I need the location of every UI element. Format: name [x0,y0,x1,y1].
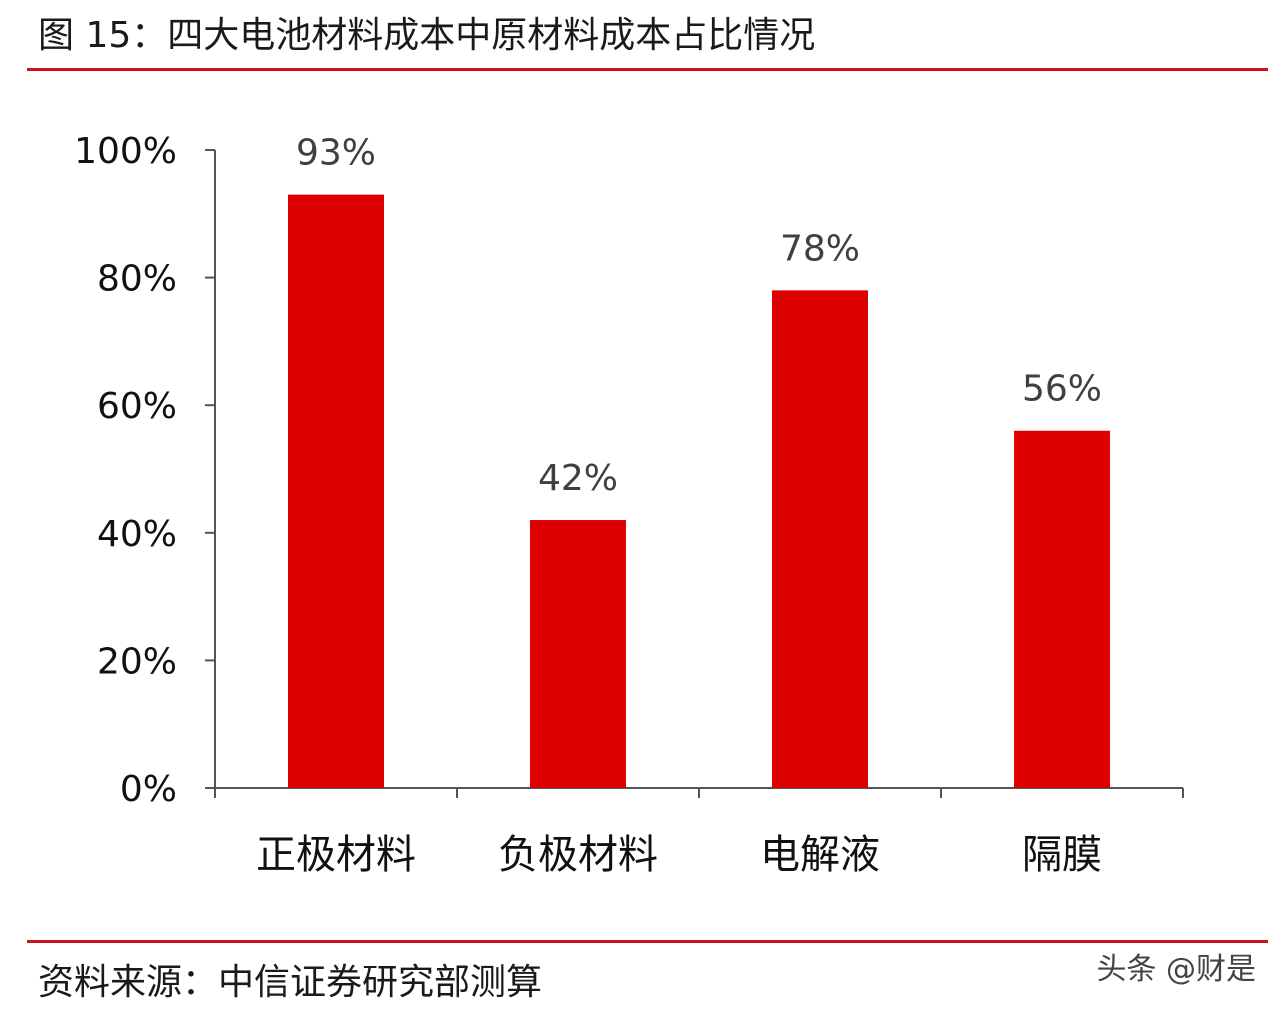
top-divider [27,68,1268,71]
data-label: 93% [296,133,376,174]
watermark: 头条 @财是 [1096,952,1256,987]
data-label: 78% [780,228,860,269]
y-tick-label: 40% [97,514,177,555]
bar-2 [530,520,626,788]
y-tick-label: 80% [97,259,177,300]
bar-4 [1014,430,1110,788]
bottom-divider [27,940,1268,943]
x-category-label: 正极材料 [256,832,416,878]
bar-3 [772,290,868,788]
chart-title: 图 15：四大电池材料成本中原材料成本占比情况 [38,15,816,56]
data-labels: 93% 42% 78% 56% [296,133,1102,499]
y-tick-label: 20% [97,641,177,682]
data-label: 56% [1022,369,1102,410]
bar-chart: 0% 20% 40% 60% 80% 100% 正极材料 负极材料 电解液 隔膜 93% 42% 7… [74,131,1184,878]
bars [288,194,1110,788]
y-tick-label: 0% [120,769,177,810]
y-tick-label: 60% [97,386,177,427]
x-category-label: 隔膜 [1022,832,1102,878]
y-tick-label: 100% [74,131,177,172]
x-axis: 正极材料 负极材料 电解液 隔膜 [214,787,1184,878]
y-axis: 0% 20% 40% 60% 80% 100% [74,131,216,810]
x-category-label: 负极材料 [498,832,658,878]
source-note: 资料来源：中信证券研究部测算 [38,962,543,1003]
data-label: 42% [538,458,618,499]
bar-1 [288,194,384,788]
x-category-label: 电解液 [760,832,880,878]
